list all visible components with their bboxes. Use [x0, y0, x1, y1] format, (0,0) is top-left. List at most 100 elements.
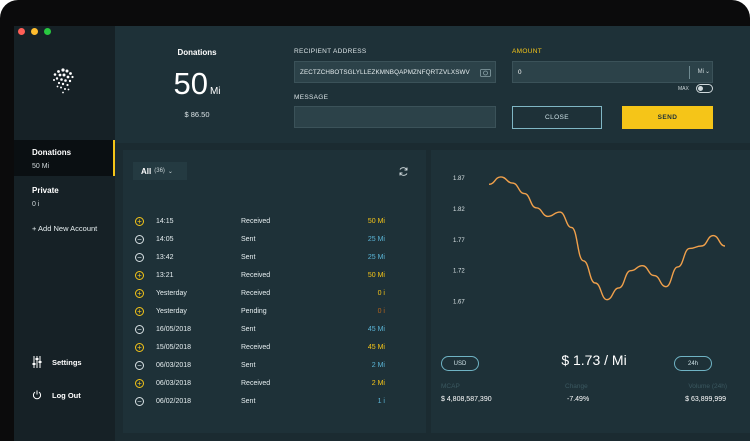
add-new-account-button[interactable]: + Add New Account	[32, 224, 98, 233]
transaction-amount: 45 Mi	[367, 344, 385, 351]
minus-circle-icon: −	[135, 361, 144, 370]
timeframe-button[interactable]: 24h	[674, 356, 712, 371]
recipient-address-value: ZECTZCHBOTSGLYLLEZKMNBQAPMZNFQRTZVLXSWV	[300, 69, 470, 76]
recipient-address-input[interactable]: ZECTZCHBOTSGLYLLEZKMNBQAPMZNFQRTZVLXSWV	[294, 61, 496, 83]
change-label: Change	[565, 383, 588, 390]
transaction-amount: 50 Mi	[367, 218, 385, 225]
plus-circle-icon: +	[135, 217, 144, 226]
sidebar: Donations 50 Mi Private 0 i + Add New Ac…	[14, 26, 115, 441]
account-item-donations[interactable]: Donations 50 Mi	[14, 140, 115, 176]
transaction-amount: 1 i	[377, 398, 385, 405]
message-input[interactable]	[294, 106, 496, 128]
price-series-line	[488, 176, 726, 301]
transaction-type: Sent	[241, 236, 256, 243]
transaction-row[interactable]: − 14:05 Sent 25 Mi	[135, 234, 385, 248]
transaction-amount: 2 Mi	[371, 362, 385, 369]
transaction-time: 15/05/2018	[156, 344, 192, 351]
market-panel: 1.87 1.82 1.77 1.72 1.67 USD $ 1.73 / Mi 24h…	[431, 150, 750, 433]
filter-label: All	[141, 166, 152, 176]
message-label: MESSAGE	[294, 94, 329, 101]
transaction-amount: 25 Mi	[367, 236, 385, 243]
y-tick-label: 1.77	[453, 238, 465, 244]
close-button[interactable]: CLOSE	[512, 106, 602, 129]
minus-circle-icon: −	[135, 325, 144, 334]
currency-button[interactable]: USD	[441, 356, 479, 371]
transaction-row[interactable]: +15/05/2018 Received 45 Mi	[135, 342, 385, 356]
account-name: Private	[32, 186, 59, 195]
camera-icon[interactable]	[480, 68, 491, 77]
amount-input[interactable]: 0 Mi ⌄	[512, 61, 713, 83]
y-tick-label: 1.72	[453, 269, 465, 275]
account-balance: 50 Mi	[32, 163, 50, 170]
transaction-row[interactable]: − 06/03/2018 Sent 2 Mi	[135, 360, 385, 374]
minus-circle-icon: −	[135, 235, 144, 244]
amount-label: AMOUNT	[512, 48, 542, 55]
transaction-row[interactable]: − 06/02/2018 Sent 1 i	[135, 396, 385, 410]
minimize-window-button[interactable]	[31, 28, 38, 35]
maximize-window-button[interactable]	[44, 28, 51, 35]
settings-sliders-icon	[32, 356, 42, 368]
transaction-type: Sent	[241, 326, 256, 333]
amount-value: 0	[518, 69, 522, 76]
balance-unit: Mi	[209, 86, 221, 97]
transaction-row[interactable]: + Yesterday Received 0 i	[135, 288, 385, 302]
transaction-amount: 50 Mi	[367, 272, 385, 279]
transaction-row[interactable]: + Yesterday Pending 0 i	[135, 306, 385, 320]
transaction-amount: 0 i	[377, 308, 385, 315]
transaction-time: Yesterday	[156, 308, 187, 315]
chevron-down-icon[interactable]: ⌄	[704, 69, 710, 75]
plus-circle-icon: +	[135, 289, 144, 298]
plus-circle-icon: +	[135, 379, 144, 388]
y-tick-label: 1.67	[453, 300, 465, 306]
transaction-row[interactable]: +14:15 Received 50 Mi	[135, 216, 385, 230]
mcap-value: $ 4,808,587,390	[441, 396, 492, 403]
transaction-amount: 0 i	[377, 290, 385, 297]
transaction-row[interactable]: − 13:42 Sent 25 Mi	[135, 252, 385, 266]
send-button[interactable]: SEND	[622, 106, 713, 129]
transaction-type: Received	[241, 218, 271, 225]
transaction-type: Received	[241, 380, 271, 387]
transaction-time: 16/05/2018	[156, 326, 192, 333]
balance-fiat: $ 86.50	[184, 110, 210, 119]
balance-value: 50	[173, 66, 208, 101]
change-value: -7.49%	[567, 396, 590, 403]
transaction-type: Sent	[241, 362, 256, 369]
transaction-type: Received	[241, 290, 271, 297]
transaction-time: 13:42	[156, 254, 174, 261]
volume-label: Volume (24h)	[688, 383, 727, 390]
transaction-type: Received	[241, 272, 271, 279]
filter-count: (36)	[154, 168, 165, 174]
minus-circle-icon: −	[135, 253, 144, 262]
transaction-time: Yesterday	[156, 290, 187, 297]
settings-button[interactable]: Settings	[32, 356, 82, 368]
transaction-time: 14:05	[156, 236, 174, 243]
account-balance: 0 i	[32, 201, 40, 208]
logout-button[interactable]: Log Out	[32, 390, 81, 400]
toggle-knob	[698, 86, 703, 91]
close-window-button[interactable]	[18, 28, 25, 35]
account-title: Donations	[177, 48, 217, 57]
transaction-time: 06/03/2018	[156, 362, 192, 369]
transaction-row[interactable]: +13:21 Received 50 Mi	[135, 270, 385, 284]
price-chart: 1.87 1.82 1.77 1.72 1.67	[453, 176, 726, 306]
chevron-down-icon: ⌄	[167, 168, 173, 175]
history-filter-dropdown[interactable]: All (36) ⌄	[133, 162, 187, 180]
transaction-row[interactable]: +06/03/2018 Received 2 Mi	[135, 378, 385, 392]
account-name: Donations	[32, 148, 72, 157]
account-balance-display: 50 Mi	[155, 66, 239, 102]
transaction-type: Sent	[241, 254, 256, 261]
recipient-label: RECIPIENT ADDRESS	[294, 48, 367, 55]
account-item-private[interactable]: Private 0 i	[14, 186, 115, 216]
transaction-time: 06/03/2018	[156, 380, 192, 387]
send-panel: Donations 50 Mi $ 86.50 RECIPIENT ADDRESS…	[115, 26, 750, 143]
max-label: MAX	[678, 86, 689, 92]
unit-select[interactable]: Mi	[697, 69, 704, 75]
plus-circle-icon: +	[135, 307, 144, 316]
transaction-time: 13:21	[156, 272, 174, 279]
logout-label: Log Out	[52, 390, 81, 400]
max-toggle[interactable]	[696, 84, 713, 93]
transaction-type: Received	[241, 344, 271, 351]
refresh-icon[interactable]	[398, 166, 409, 177]
transaction-row[interactable]: − 16/05/2018 Sent 45 Mi	[135, 324, 385, 338]
